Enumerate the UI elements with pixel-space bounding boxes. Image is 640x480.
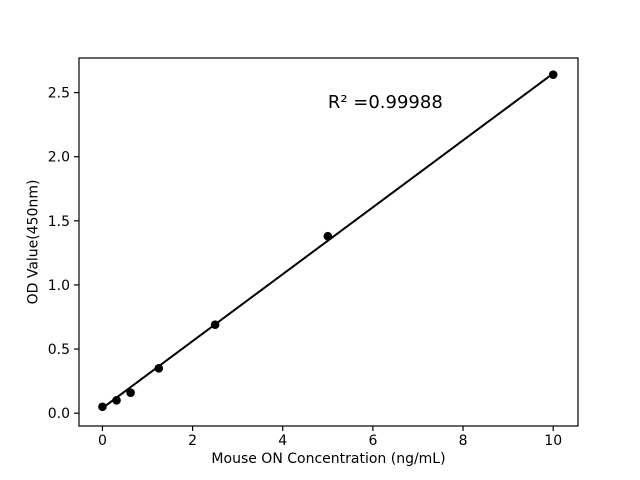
- x-axis-label: Mouse ON Concentration (ng/mL): [211, 451, 445, 467]
- y-tick-label: 1.5: [48, 214, 70, 230]
- y-axis-label: OD Value(450nm): [26, 180, 42, 305]
- y-axis-ticks: 0.0 0.5 1.0 1.5 2.0 2.5: [48, 86, 79, 422]
- y-tick-label: 2.5: [48, 86, 70, 102]
- trend-line: [101, 72, 554, 409]
- data-point: [98, 402, 107, 412]
- x-tick-label: 2: [188, 433, 197, 449]
- y-tick-label: 2.0: [48, 150, 70, 166]
- x-tick-label: 8: [459, 433, 468, 449]
- x-tick-label: 10: [544, 433, 562, 449]
- data-point: [112, 396, 121, 405]
- x-axis-ticks: 0 2 4 6 8 10: [98, 426, 562, 449]
- data-point: [548, 70, 558, 79]
- y-tick-label: 0.5: [48, 342, 70, 358]
- data-point: [126, 388, 135, 397]
- y-tick-label: 1.0: [48, 278, 70, 294]
- data-point: [154, 363, 164, 373]
- plot-area-border: [78, 57, 579, 427]
- data-point: [210, 320, 220, 330]
- r-squared-annotation: R² =0.99988: [328, 92, 443, 113]
- x-tick-label: 4: [278, 433, 287, 449]
- data-point: [323, 231, 333, 241]
- data-series: [98, 70, 558, 412]
- x-tick-label: 6: [368, 433, 377, 449]
- y-tick-label: 0.0: [48, 406, 70, 422]
- x-tick-label: 0: [98, 433, 107, 449]
